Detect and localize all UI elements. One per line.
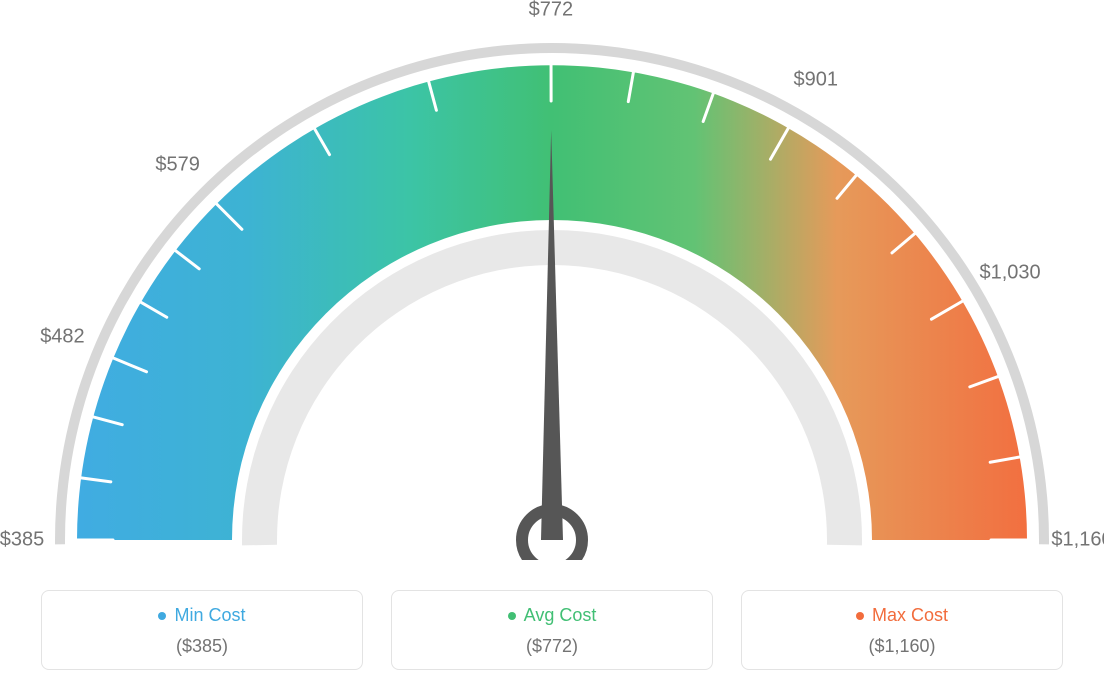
legend-title-max-text: Max Cost [872, 605, 948, 626]
gauge-area: $385 $482 $579 $772 $901 $1,030 $1,160 [0, 0, 1104, 560]
legend-row: Min Cost ($385) Avg Cost ($772) Max Cost… [0, 590, 1104, 670]
legend-title-avg-text: Avg Cost [524, 605, 597, 626]
gauge-tick-label: $1,030 [980, 262, 1041, 285]
legend-card-avg: Avg Cost ($772) [391, 590, 713, 670]
gauge-tick-label: $1,160 [1051, 529, 1104, 552]
gauge-tick-label: $579 [155, 153, 200, 176]
legend-value-max: ($1,160) [742, 636, 1062, 657]
legend-dot-max [856, 612, 864, 620]
gauge-tick-label: $901 [794, 69, 839, 92]
gauge-tick-label: $772 [529, 0, 574, 22]
legend-dot-avg [508, 612, 516, 620]
legend-title-avg: Avg Cost [508, 605, 597, 626]
legend-title-min-text: Min Cost [174, 605, 245, 626]
gauge-tick-label: $482 [40, 325, 85, 348]
legend-title-max: Max Cost [856, 605, 948, 626]
legend-card-min: Min Cost ($385) [41, 590, 363, 670]
legend-value-avg: ($772) [392, 636, 712, 657]
legend-value-min: ($385) [42, 636, 362, 657]
gauge-tick-label: $385 [0, 529, 44, 552]
legend-title-min: Min Cost [158, 605, 245, 626]
legend-card-max: Max Cost ($1,160) [741, 590, 1063, 670]
gauge-svg [0, 0, 1104, 560]
legend-dot-min [158, 612, 166, 620]
gauge-chart-container: $385 $482 $579 $772 $901 $1,030 $1,160 Min Cos… [0, 0, 1104, 690]
